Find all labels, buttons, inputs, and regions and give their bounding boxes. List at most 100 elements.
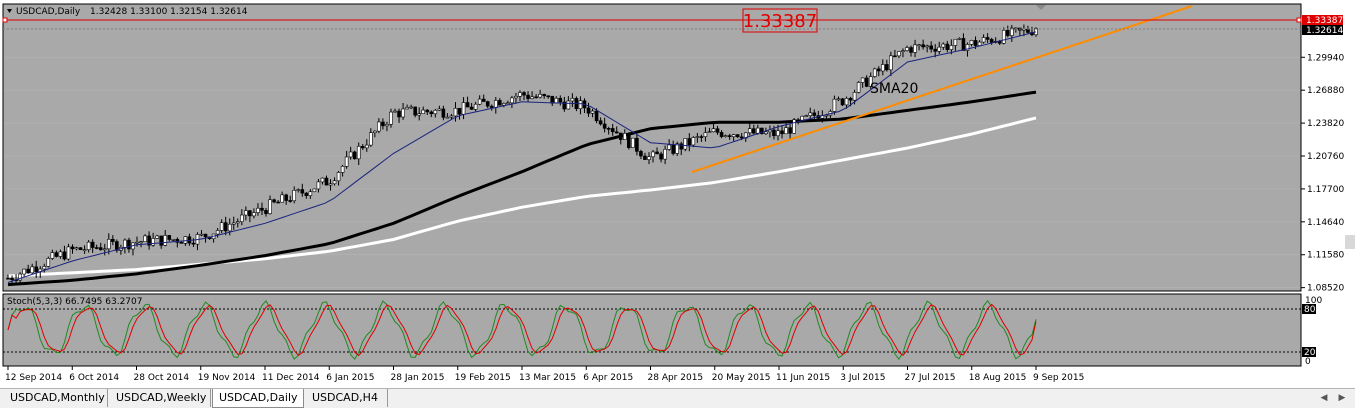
candle-body bbox=[473, 103, 478, 110]
chart-shift-icon[interactable] bbox=[1036, 5, 1046, 10]
candle-body bbox=[989, 39, 994, 43]
candle-body bbox=[191, 242, 196, 245]
time-axis-label: 28 Apr 2015 bbox=[648, 373, 704, 383]
candle-body bbox=[332, 180, 337, 185]
chart-window[interactable]: 1.33387 SMA20 USDCAD,Daily 1.32428 1.331… bbox=[0, 0, 1355, 388]
tab-scroll-right-icon[interactable]: ▶ bbox=[1338, 393, 1346, 403]
candle-body bbox=[586, 107, 591, 114]
candle-body bbox=[300, 189, 305, 194]
time-axis-label: 6 Oct 2014 bbox=[69, 373, 119, 383]
hline-handle-left[interactable] bbox=[2, 17, 8, 23]
candle-body bbox=[34, 266, 39, 272]
candle-body bbox=[760, 127, 764, 135]
price-box-text: 1.33387 bbox=[743, 11, 817, 32]
candle-body bbox=[647, 156, 651, 160]
candle-body bbox=[598, 120, 603, 125]
candle-body bbox=[449, 115, 454, 118]
candle-body bbox=[316, 181, 321, 190]
candle-body bbox=[477, 98, 482, 105]
candle-body bbox=[901, 50, 905, 52]
candle-body bbox=[981, 37, 986, 43]
candle-body bbox=[752, 128, 756, 134]
candle-body bbox=[147, 235, 151, 246]
tab-usdcad-weekly[interactable]: USDCAD,Weekly bbox=[110, 389, 211, 407]
candle-body bbox=[735, 134, 740, 138]
candle-body bbox=[562, 101, 567, 110]
stochastic-panel[interactable] bbox=[2, 293, 1302, 367]
candle-body bbox=[675, 143, 680, 154]
tab-scroll-left-icon[interactable]: ◀ bbox=[1320, 393, 1328, 403]
candle-body bbox=[284, 194, 288, 201]
candle-body bbox=[54, 252, 59, 257]
candle-body bbox=[86, 241, 91, 250]
candle-body bbox=[925, 45, 929, 48]
candle-body bbox=[268, 199, 272, 214]
candle-body bbox=[514, 95, 518, 99]
candle-body bbox=[393, 110, 397, 113]
candle-body bbox=[848, 98, 853, 101]
time-axis: 12 Sep 2014 6 Oct 2014 28 Oct 2014 19 Nov 2… bbox=[5, 366, 1084, 383]
candle-body bbox=[179, 242, 184, 244]
candle-body bbox=[308, 191, 313, 196]
current-price-tag bbox=[1302, 25, 1343, 35]
candle-body bbox=[203, 233, 208, 238]
sma200-path bbox=[7, 116, 1037, 278]
trendline-handle[interactable] bbox=[691, 170, 695, 173]
candle-body bbox=[881, 64, 885, 72]
candle-body bbox=[703, 132, 708, 138]
candle-body bbox=[772, 129, 776, 137]
candle-body bbox=[409, 106, 413, 109]
candle-body bbox=[776, 130, 780, 137]
candle-body bbox=[542, 93, 546, 97]
candle-body bbox=[441, 108, 446, 118]
candle-body bbox=[288, 200, 292, 202]
candle-body bbox=[953, 38, 958, 46]
candle-body bbox=[957, 38, 962, 40]
chart-tab-bar: USDCAD,Monthly USDCAD,Weekly USDCAD,Dail… bbox=[0, 388, 1355, 408]
time-axis-label: 28 Jan 2015 bbox=[391, 373, 445, 383]
trendline[interactable] bbox=[691, 5, 1193, 173]
time-axis-label: 11 Dec 2014 bbox=[262, 373, 320, 383]
candle-body bbox=[276, 201, 280, 204]
candle-body bbox=[360, 146, 365, 149]
candle-body bbox=[1010, 27, 1014, 36]
candle-body bbox=[534, 96, 538, 99]
sma20-label[interactable]: SMA20 bbox=[870, 81, 918, 97]
candle-body bbox=[502, 103, 506, 106]
stoch-axis-0: 0 bbox=[1305, 357, 1311, 367]
candle-body bbox=[296, 189, 301, 191]
tab-usdcad-daily[interactable]: USDCAD,Daily bbox=[212, 389, 304, 408]
candle-body bbox=[163, 235, 168, 246]
candle-body bbox=[683, 138, 688, 150]
chart-canvas[interactable]: 1.33387 SMA20 USDCAD,Daily 1.32428 1.331… bbox=[0, 0, 1355, 388]
candle-body bbox=[405, 107, 409, 110]
candle-body bbox=[578, 100, 583, 109]
time-axis-label: 9 Sep 2015 bbox=[1033, 373, 1084, 383]
tab-usdcad-h4[interactable]: USDCAD,H4 bbox=[306, 389, 388, 407]
candle-body bbox=[485, 101, 490, 107]
candle-body bbox=[66, 246, 71, 260]
candle-body bbox=[917, 44, 921, 47]
right-scroll-strip[interactable] bbox=[1345, 235, 1355, 249]
hline-handle-right[interactable] bbox=[1296, 17, 1302, 23]
candle-body bbox=[804, 115, 809, 117]
candle-body bbox=[687, 138, 692, 146]
time-axis-label: 19 Nov 2014 bbox=[198, 373, 256, 383]
time-axis-label: 11 Jun 2015 bbox=[776, 373, 830, 383]
price-panel[interactable] bbox=[2, 3, 1302, 292]
candle-body bbox=[352, 151, 357, 160]
candle-body bbox=[469, 106, 474, 110]
candle-body bbox=[199, 233, 204, 236]
candle-body bbox=[155, 235, 159, 239]
candle-body bbox=[1001, 29, 1006, 44]
price-axis-label: 1.17700 bbox=[1307, 185, 1344, 195]
candle-body bbox=[223, 222, 228, 232]
price-box[interactable] bbox=[742, 8, 818, 33]
candle-body bbox=[530, 96, 534, 99]
candle-body bbox=[550, 95, 555, 104]
candle-body bbox=[22, 268, 26, 275]
triangle-down-icon[interactable] bbox=[7, 9, 12, 13]
candle-body bbox=[1026, 28, 1030, 33]
candle-body bbox=[421, 109, 426, 114]
tab-usdcad-monthly[interactable]: USDCAD,Monthly bbox=[4, 389, 108, 407]
